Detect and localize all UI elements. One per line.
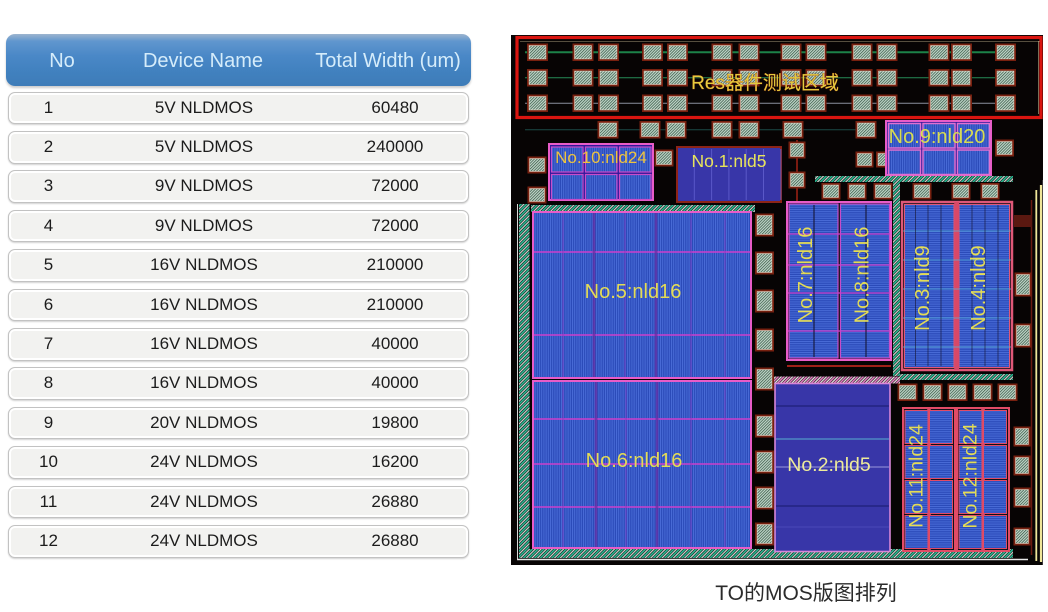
svg-text:Res器件测试区域: Res器件测试区域: [691, 72, 839, 94]
svg-text:No.7:nld16: No.7:nld16: [795, 227, 817, 324]
svg-text:No.5:nld16: No.5:nld16: [585, 281, 682, 303]
svg-text:No.10:nld24: No.10:nld24: [555, 148, 647, 167]
svg-text:No.2:nld5: No.2:nld5: [787, 454, 871, 476]
svg-text:No.4:nld9: No.4:nld9: [968, 245, 990, 331]
svg-text:No.6:nld16: No.6:nld16: [586, 450, 683, 472]
svg-text:No.11:nld24: No.11:nld24: [906, 424, 928, 528]
svg-text:No.3:nld9: No.3:nld9: [912, 245, 934, 331]
svg-text:No.1:nld5: No.1:nld5: [692, 151, 767, 171]
svg-text:No.9:nld20: No.9:nld20: [889, 126, 986, 148]
svg-text:No.12:nld24: No.12:nld24: [960, 423, 982, 528]
svg-text:No.8:nld16: No.8:nld16: [852, 227, 874, 324]
